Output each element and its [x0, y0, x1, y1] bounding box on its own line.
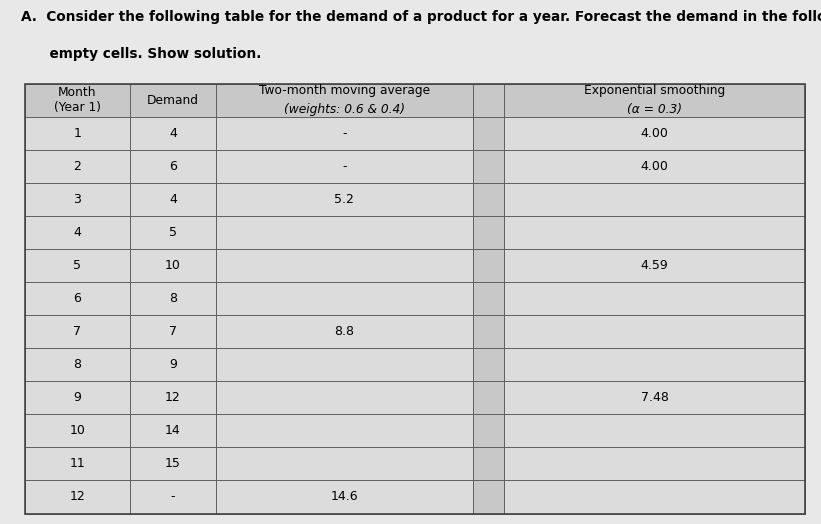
Text: 1: 1: [73, 127, 81, 140]
Text: 7: 7: [73, 325, 81, 338]
Text: 4.59: 4.59: [640, 259, 668, 272]
Text: Month
(Year 1): Month (Year 1): [54, 86, 101, 114]
Text: 4: 4: [73, 226, 81, 239]
Text: 9: 9: [169, 358, 177, 372]
Text: 5.2: 5.2: [334, 193, 355, 206]
Text: -: -: [171, 490, 175, 504]
Text: 11: 11: [70, 457, 85, 471]
Text: 6: 6: [169, 160, 177, 173]
Text: 14.6: 14.6: [331, 490, 358, 504]
Text: A.  Consider the following table for the demand of a product for a year. Forecas: A. Consider the following table for the …: [21, 10, 821, 25]
Text: 5: 5: [169, 226, 177, 239]
Text: 4.00: 4.00: [640, 160, 668, 173]
Text: Exponential smoothing: Exponential smoothing: [584, 84, 725, 97]
Text: (α = 0.3): (α = 0.3): [627, 103, 682, 116]
Text: 3: 3: [73, 193, 81, 206]
Text: 8.8: 8.8: [334, 325, 355, 338]
Text: 14: 14: [165, 424, 181, 438]
Text: 5: 5: [73, 259, 81, 272]
Text: 7.48: 7.48: [640, 391, 668, 405]
Text: 10: 10: [69, 424, 85, 438]
Text: 8: 8: [169, 292, 177, 305]
Text: -: -: [342, 127, 346, 140]
Text: empty cells. Show solution.: empty cells. Show solution.: [21, 47, 261, 61]
Text: 15: 15: [165, 457, 181, 471]
Text: (weights: 0.6 & 0.4): (weights: 0.6 & 0.4): [284, 103, 405, 116]
Text: 7: 7: [169, 325, 177, 338]
Text: 10: 10: [165, 259, 181, 272]
Text: Demand: Demand: [147, 94, 199, 107]
Text: 12: 12: [70, 490, 85, 504]
Text: 9: 9: [73, 391, 81, 405]
Text: 6: 6: [73, 292, 81, 305]
Text: Two-month moving average: Two-month moving average: [259, 84, 430, 97]
Text: 4: 4: [169, 127, 177, 140]
Text: 4.00: 4.00: [640, 127, 668, 140]
Text: -: -: [342, 160, 346, 173]
Text: 2: 2: [73, 160, 81, 173]
Text: 12: 12: [165, 391, 181, 405]
Text: 4: 4: [169, 193, 177, 206]
Text: 8: 8: [73, 358, 81, 372]
